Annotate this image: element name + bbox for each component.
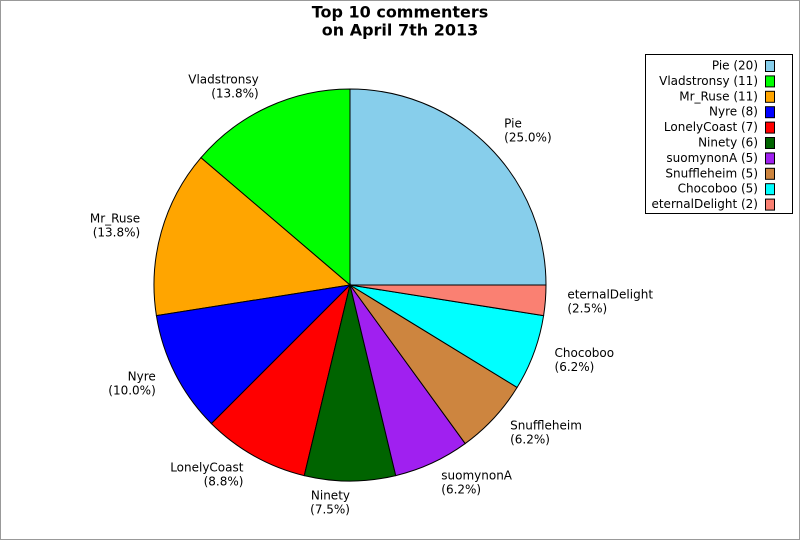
legend-swatch [765,60,775,72]
legend-swatch [765,183,775,196]
slice-percent: (13.8%) [93,225,140,239]
pie-slice [200,88,351,287]
legend-swatch [765,152,775,165]
legend-label: Snuffleheim (5) [665,166,758,180]
legend-label: LonelyCoast (7) [664,120,758,134]
legend-label: Nyre (8) [709,105,758,119]
legend-label: Mr_Ruse (11) [679,89,758,103]
slice-label: Snuffleheim [510,418,582,432]
legend-label: Pie (20) [712,59,758,73]
slice-percent: (8.8%) [204,475,244,489]
pie-slice [349,88,547,286]
slice-percent: (6.2%) [555,360,595,374]
legend-swatch [765,121,775,134]
legend-label: eternalDelight (2) [651,197,758,211]
legend-swatch [765,137,775,149]
slice-label: Ninety [311,489,350,503]
slice-label: LonelyCoast [170,461,244,475]
slice-percent: (6.2%) [510,432,550,446]
slice-percent: (7.5%) [310,503,350,517]
slice-percent: (13.8%) [211,87,258,101]
legend-label: Chocoboo (5) [678,182,758,196]
slice-percent: (25.0%) [504,130,551,144]
slice-label: Pie [504,116,522,130]
legend-label: Vladstronsy (11) [659,74,758,88]
legend-swatch [765,167,775,180]
slice-label: Mr_Ruse [90,211,140,225]
slice-label: eternalDelight [567,288,653,302]
slice-label: Vladstronsy [188,73,258,87]
slice-label: suomynonA [441,468,513,482]
legend-label: Ninety (6) [698,136,758,150]
legend-swatch [765,90,775,103]
slice-percent: (2.5%) [567,302,607,316]
legend-swatch [765,75,775,88]
chart-title: Top 10 commenters [312,3,489,22]
legend-swatch [765,106,775,119]
legend-label: suomynonA (5) [666,151,758,165]
pie-slice [153,157,352,317]
legend-swatch [765,198,775,211]
slice-label: Chocoboo [555,346,615,360]
pie-slice [349,284,547,317]
pie-slice [155,284,352,425]
slice-percent: (6.2%) [441,482,481,496]
slice-percent: (10.0%) [108,383,155,397]
slice-label: Nyre [128,369,156,383]
chart-title: on April 7th 2013 [322,21,479,40]
